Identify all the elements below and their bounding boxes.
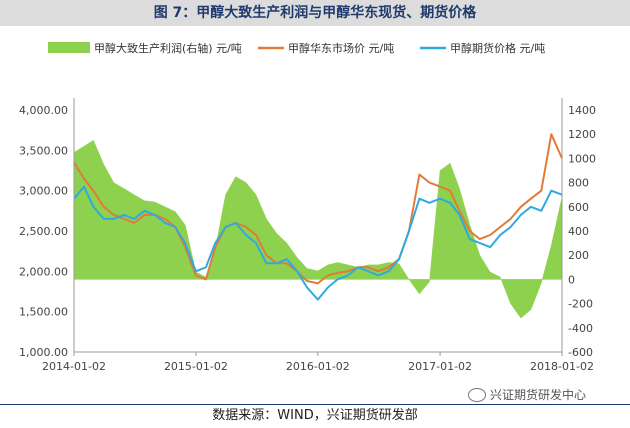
x-tick-label: 2014-01-02	[42, 360, 106, 373]
x-tick-label: 2015-01-02	[164, 360, 228, 373]
legend-label-spot: 甲醇华东市场价 元/吨	[288, 41, 394, 55]
axes: 1,000.00 1,500.00 2,000.00 2,500.00 3,000.00…	[19, 98, 596, 373]
series-futures-line	[73, 185, 563, 301]
y-left-tick-label: 2,000.00	[19, 265, 68, 278]
y-right-tick-label: -600	[568, 346, 593, 359]
chart: 甲醇大致生产利润(右轴) 元/吨 甲醇华东市场价 元/吨 甲醇期货价格 元/吨 1,…	[19, 41, 596, 373]
legend-swatch-profit	[48, 42, 90, 53]
y-right-tick-label: 1400	[568, 104, 596, 117]
chart-title: 图 7：甲醇大致生产利润与甲醇华东现货、期货价格	[0, 0, 630, 26]
y-left-tick-label: 1,500.00	[19, 306, 68, 319]
watermark-text: 兴证期货研发中心	[490, 388, 587, 402]
y-right-tick-label: -200	[568, 298, 593, 311]
plot-area	[73, 133, 563, 319]
source-note: 数据来源：WIND，兴证期货研发部	[0, 404, 630, 428]
watermark: 兴证期货研发中心	[468, 386, 586, 403]
y-left-tick-label: 1,000.00	[19, 346, 68, 359]
y-right-tick-label: -400	[568, 322, 593, 335]
x-tick-label: 2017-01-02	[408, 360, 472, 373]
legend: 甲醇大致生产利润(右轴) 元/吨 甲醇华东市场价 元/吨 甲醇期货价格 元/吨	[48, 41, 545, 55]
y-left-tick-label: 4,000.00	[19, 104, 68, 117]
legend-label-profit: 甲醇大致生产利润(右轴) 元/吨	[94, 41, 242, 55]
x-tick-label: 2016-01-02	[286, 360, 350, 373]
legend-label-futures: 甲醇期货价格 元/吨	[450, 41, 545, 55]
y-right-tick-label: 1000	[568, 152, 596, 165]
series-profit-area	[73, 139, 563, 319]
y-right-tick-label: 200	[568, 249, 589, 262]
y-right-tick-label: 1200	[568, 128, 596, 141]
y-left-tick-label: 3,000.00	[19, 185, 68, 198]
y-left-tick-label: 3,500.00	[19, 144, 68, 157]
y-left-tick-label: 2,500.00	[19, 225, 68, 238]
y-right-tick-label: 800	[568, 177, 589, 190]
y-right-tick-label: 0	[568, 273, 575, 286]
y-right-tick-label: 600	[568, 201, 589, 214]
wechat-icon	[468, 387, 486, 402]
x-tick-label: 2018-01-02	[530, 360, 594, 373]
y-right-tick-label: 400	[568, 225, 589, 238]
